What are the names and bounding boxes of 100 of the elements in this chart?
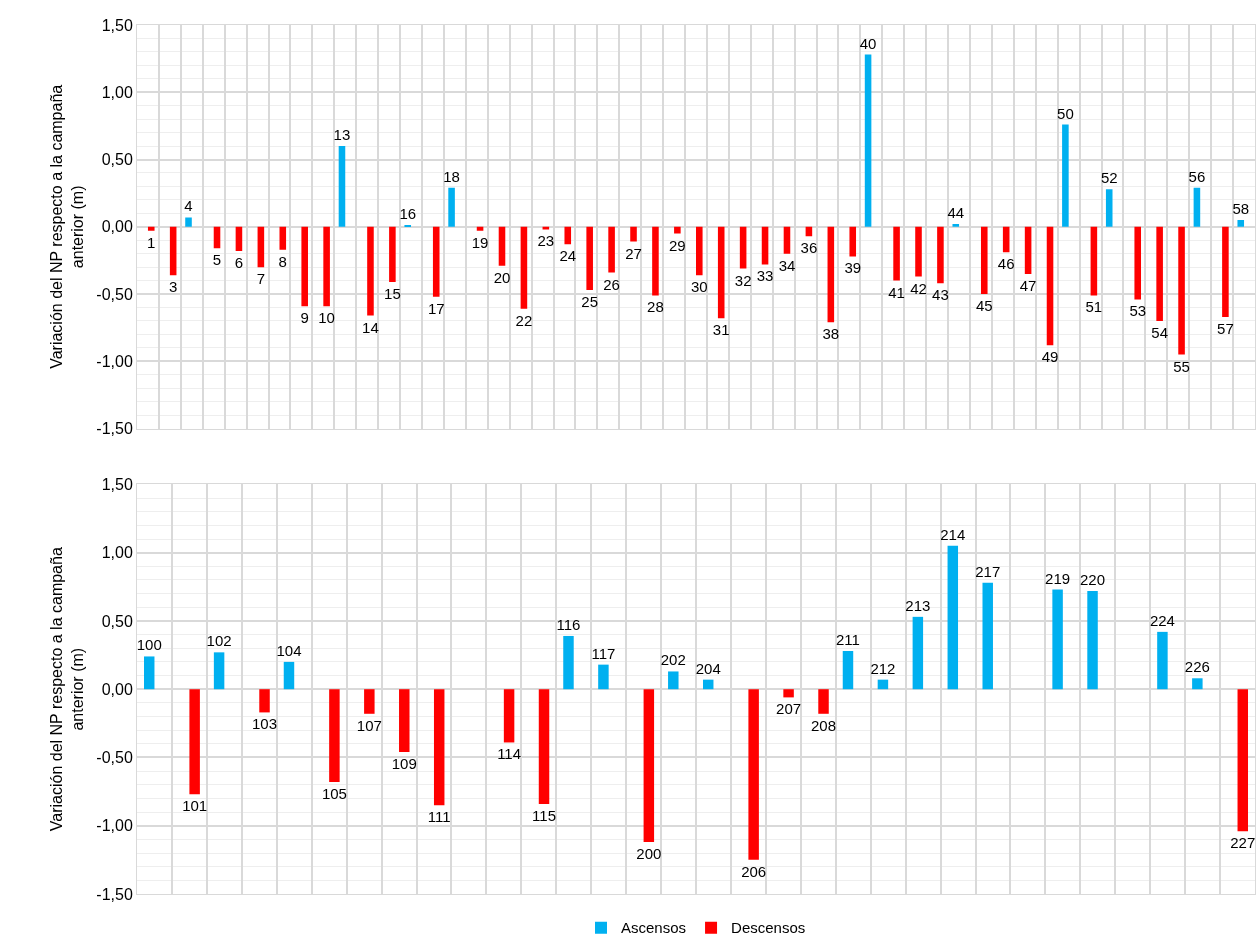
category-label: 39 [844, 259, 862, 277]
y-tick-label: -1,00 [96, 817, 133, 835]
bar [947, 545, 959, 690]
bar [674, 226, 681, 234]
bar [818, 689, 829, 714]
category-label: 45 [975, 297, 993, 315]
bar [323, 226, 330, 307]
x-tick-label: 202 [660, 651, 686, 669]
x-tick-label: 102 [206, 632, 232, 650]
bar [143, 656, 155, 690]
bar [630, 226, 637, 242]
category-label: 44 [947, 204, 965, 222]
bar [1134, 226, 1142, 300]
bar [761, 226, 769, 265]
category-label: 51 [1085, 298, 1103, 316]
category-label: 42 [910, 279, 927, 297]
x-tick-label: 200 [636, 845, 662, 863]
category-label: 27 [625, 244, 642, 262]
bar [748, 689, 759, 860]
category-label: 43 [932, 286, 949, 304]
category-label: 26 [603, 275, 620, 293]
category-label: 16 [399, 205, 417, 222]
bar [538, 689, 550, 804]
bar [937, 226, 944, 284]
bar [257, 226, 265, 268]
category-label: 29 [669, 236, 686, 254]
bar [448, 187, 455, 227]
bar [1237, 220, 1245, 227]
bar [189, 689, 200, 795]
y-tick-label: 1,50 [101, 16, 133, 34]
category-label: 15 [384, 284, 401, 302]
x-tick-label: 105 [321, 785, 347, 803]
category-label: 36 [800, 239, 818, 257]
x-tick-label: 101 [182, 797, 208, 815]
bar [982, 582, 993, 690]
bar [980, 226, 988, 295]
category-label: 47 [1019, 276, 1037, 294]
x-tick-label: 212 [870, 659, 896, 677]
bar [389, 226, 396, 282]
y-tick-label: 0,00 [101, 680, 133, 698]
bar [842, 650, 854, 690]
x-tick-label: 115 [532, 806, 556, 824]
y-tick-label: -0,50 [96, 285, 133, 303]
legend-label: Ascensos [621, 919, 687, 937]
bar [399, 689, 410, 753]
bar [169, 226, 177, 276]
y-tick-label: 1,00 [101, 544, 133, 562]
x-tick-label: 217 [975, 562, 1001, 580]
bar [668, 671, 679, 690]
bar [279, 226, 287, 250]
y-tick-label: -1,00 [96, 352, 133, 370]
category-label: 7 [256, 270, 266, 288]
bar [1192, 678, 1203, 690]
category-label: 8 [278, 252, 287, 270]
bar [783, 226, 791, 254]
legend-label: Descensos [731, 919, 806, 937]
bar [915, 226, 922, 277]
y-tick-label: -1,50 [96, 420, 133, 438]
x-tick-label: 213 [905, 596, 931, 614]
bar [702, 679, 714, 690]
bar [643, 689, 655, 843]
category-label: 46 [997, 255, 1015, 273]
y-tick-label: 1,00 [101, 83, 133, 101]
y-tick-label: 0,00 [101, 218, 133, 236]
category-label: 41 [888, 283, 905, 301]
x-tick-label: 226 [1184, 658, 1210, 676]
bar [877, 679, 889, 690]
bar [739, 226, 747, 269]
bar [1156, 226, 1163, 321]
x-tick-label: 111 [427, 808, 451, 826]
bar [827, 226, 835, 323]
category-label: 6 [234, 254, 244, 272]
bar [433, 689, 445, 806]
category-label: 33 [756, 267, 774, 285]
category-label: 25 [581, 293, 599, 311]
category-label: 22 [515, 311, 533, 329]
category-label: 53 [1129, 302, 1147, 320]
x-tick-label: 103 [252, 715, 278, 733]
bar [783, 689, 794, 698]
bar [1237, 689, 1249, 832]
category-label: 38 [822, 325, 840, 343]
x-tick-label: 104 [276, 641, 302, 659]
bar [1090, 226, 1098, 296]
bar [1157, 631, 1168, 690]
bar [364, 689, 375, 714]
bar [696, 226, 703, 276]
category-label: 20 [493, 268, 511, 286]
bar [503, 689, 515, 743]
category-label: 17 [427, 299, 445, 317]
bar [717, 226, 725, 319]
category-label: 34 [778, 256, 796, 274]
x-tick-label: 204 [695, 659, 721, 677]
bar [301, 226, 308, 307]
x-tick-label: 109 [391, 755, 417, 773]
category-label: 50 [1057, 104, 1074, 122]
y-tick-label: -1,50 [96, 885, 133, 903]
bar [563, 635, 574, 690]
bar [864, 54, 872, 227]
category-label: 52 [1100, 169, 1118, 187]
bar [235, 226, 243, 252]
